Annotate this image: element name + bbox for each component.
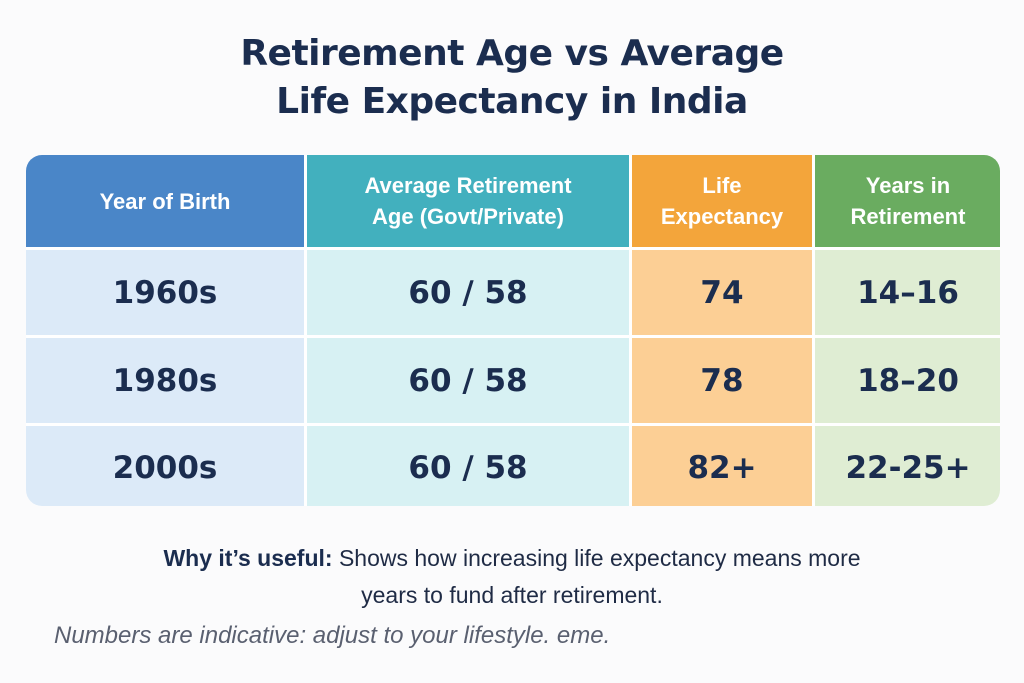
cell-years-in-retirement: 22-25+ bbox=[815, 426, 1000, 506]
header-life-expectancy: Life Expectancy bbox=[632, 155, 812, 247]
header-text-line-1: Years in bbox=[865, 173, 951, 198]
header-year-of-birth: Year of Birth bbox=[26, 155, 304, 247]
header-text-line-1: Life bbox=[702, 173, 742, 198]
note-label: Why it’s useful: bbox=[163, 545, 333, 571]
note-text-line-2: years to fund after retirement. bbox=[361, 582, 663, 608]
header-text-line-2: Retirement bbox=[850, 204, 966, 229]
cell-retirement-age: 60 / 58 bbox=[307, 250, 629, 335]
cell-years-in-retirement: 18–20 bbox=[815, 338, 1000, 423]
header-text-line-2: Age (Govt/Private) bbox=[372, 204, 564, 229]
header-text-line-2: Expectancy bbox=[660, 204, 784, 229]
title-line-1: Retirement Age vs Average bbox=[240, 33, 784, 74]
cell-years-in-retirement: 14–16 bbox=[815, 250, 1000, 335]
cell-life-expectancy: 78 bbox=[632, 338, 812, 423]
header-average-retirement-age: Average Retirement Age (Govt/Private) bbox=[307, 155, 629, 247]
cell-retirement-age: 60 / 58 bbox=[307, 426, 629, 506]
cell-year: 2000s bbox=[26, 426, 304, 506]
title-line-2: Life Expectancy in India bbox=[276, 81, 748, 122]
header-years-in-retirement: Years in Retirement bbox=[815, 155, 1000, 247]
cell-life-expectancy: 82+ bbox=[632, 426, 812, 506]
header-text-line-1: Average Retirement bbox=[364, 173, 572, 198]
retirement-table: Year of Birth Average Retirement Age (Go… bbox=[26, 155, 1000, 506]
page-title: Retirement Age vs Average Life Expectanc… bbox=[0, 30, 1024, 126]
disclaimer: Numbers are indicative: adjust to your l… bbox=[54, 622, 611, 649]
cell-retirement-age: 60 / 58 bbox=[307, 338, 629, 423]
cell-year: 1980s bbox=[26, 338, 304, 423]
header-text: Year of Birth bbox=[99, 188, 231, 214]
cell-year: 1960s bbox=[26, 250, 304, 335]
note-text-line-1: Shows how increasing life expectancy mea… bbox=[332, 545, 861, 571]
usefulness-note: Why it’s useful: Shows how increasing li… bbox=[0, 540, 1024, 614]
cell-life-expectancy: 74 bbox=[632, 250, 812, 335]
